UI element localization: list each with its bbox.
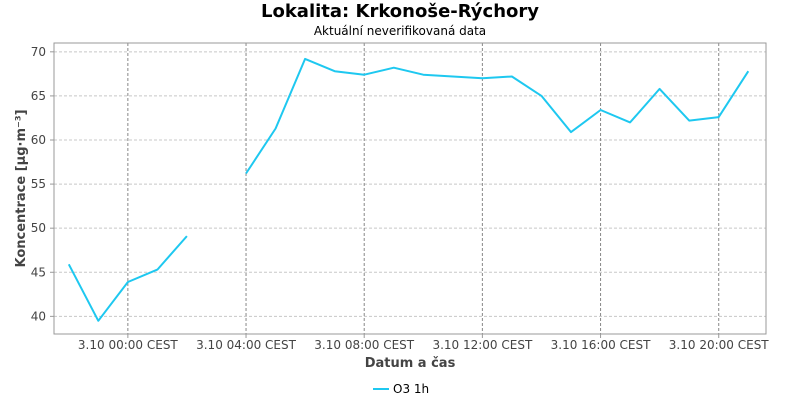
data-point — [747, 70, 749, 72]
data-point — [393, 67, 395, 69]
data-point — [186, 235, 188, 237]
chart-subtitle: Aktuální neverifikovaná data — [313, 24, 487, 38]
x-tick-label: 3.10 08:00 CEST — [314, 338, 415, 352]
y-tick-label: 40 — [31, 309, 46, 323]
x-axis-title: Datum a čas — [365, 356, 456, 371]
y-tick-label: 50 — [31, 221, 46, 235]
series-line-o3 — [245, 57, 750, 175]
legend: O3 1h — [373, 381, 429, 397]
data-point — [68, 263, 70, 265]
data-point — [97, 320, 99, 322]
data-point — [718, 116, 720, 118]
data-point — [422, 74, 424, 76]
data-point — [688, 120, 690, 122]
series-line-o3 — [67, 235, 188, 322]
data-point — [156, 269, 158, 271]
chart-title: Lokalita: Krkonoše-Rýchory — [260, 1, 539, 22]
data-point — [481, 77, 483, 79]
data-point — [363, 74, 365, 76]
legend-label-o3: O3 1h — [393, 382, 430, 396]
data-point — [511, 76, 513, 78]
y-tick-label: 45 — [31, 265, 46, 279]
y-tick-label: 60 — [31, 133, 46, 147]
data-point — [629, 121, 631, 123]
data-point — [304, 58, 306, 60]
x-tick-label: 3.10 20:00 CEST — [669, 338, 770, 352]
y-tick-label: 70 — [31, 45, 46, 59]
data-point — [275, 128, 277, 130]
x-axis: 3.10 00:00 CEST 3.10 04:00 CEST 3.10 08:00… — [78, 334, 769, 352]
y-axis: 40 45 50 55 60 65 70 — [31, 45, 54, 323]
x-tick-label: 3.10 16:00 CEST — [551, 338, 652, 352]
legend-swatch-o3 — [373, 388, 389, 390]
data-point — [570, 131, 572, 133]
y-tick-label: 55 — [31, 177, 46, 191]
x-tick-label: 3.10 12:00 CEST — [432, 338, 533, 352]
plot-background — [54, 43, 766, 334]
y-tick-label: 65 — [31, 89, 46, 103]
data-point — [127, 281, 129, 283]
data-point — [600, 109, 602, 111]
y-axis-title: Koncentrace [µg·m⁻³] — [14, 109, 29, 267]
x-tick-label: 3.10 00:00 CEST — [78, 338, 179, 352]
data-point — [334, 70, 336, 72]
grid — [54, 43, 766, 334]
data-point — [245, 173, 247, 175]
plot-area — [53, 42, 767, 335]
x-tick-label: 3.10 04:00 CEST — [196, 338, 297, 352]
series-layer — [67, 57, 750, 322]
data-point — [452, 76, 454, 78]
data-point — [659, 88, 661, 90]
data-point — [540, 95, 542, 97]
